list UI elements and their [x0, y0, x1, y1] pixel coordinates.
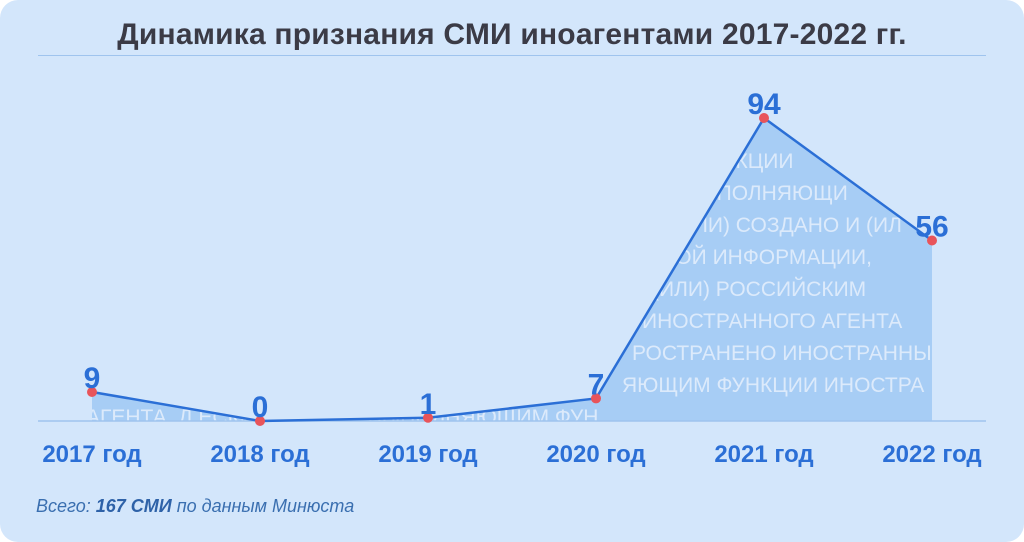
- series-line: [91, 116, 933, 423]
- watermark-line: ИНОСТРАННОГО АГЕНТА: [642, 310, 902, 333]
- watermark-line: (ИЛИ) РОССИЙСКИМ: [652, 277, 866, 301]
- x-tick-label: 2017 год: [42, 441, 141, 468]
- data-label: 56: [915, 210, 948, 243]
- watermark-line: (ИЛИ) СОЗДАНО И (ИЛ: [672, 214, 902, 237]
- footnote: Всего: 167 СМИ по данным Минюста: [36, 496, 354, 517]
- data-label: 0: [252, 391, 269, 424]
- data-label: 7: [588, 368, 605, 401]
- data-point: [591, 393, 601, 404]
- watermark-line: ВОЙ ИНФОРМАЦИИ,: [662, 245, 872, 269]
- data-label: 9: [84, 362, 101, 395]
- x-tick-label: 2018 год: [210, 441, 309, 468]
- data-label: 94: [747, 88, 781, 121]
- data-point: [423, 412, 433, 423]
- footnote-prefix: Всего:: [36, 496, 96, 516]
- data-label: 1: [420, 388, 437, 421]
- x-tick-label: 2021 год: [714, 441, 813, 468]
- x-tick-label: 2019 год: [378, 441, 477, 468]
- x-tick-labels: 2017 год 2018 год 2019 год 2020 год 2021 год…: [42, 441, 981, 468]
- watermark-line: СТ: [700, 118, 727, 141]
- data-points: [87, 113, 937, 426]
- data-labels: 9 0 1 7 94 56: [84, 88, 949, 424]
- data-point: [87, 386, 97, 397]
- footnote-total: 167 СМИ: [95, 496, 172, 516]
- footnote-suffix: по данным Минюста: [171, 496, 355, 516]
- x-tick-label: 2022 год: [882, 441, 981, 468]
- data-point: [759, 113, 769, 123]
- title-divider: [38, 55, 986, 56]
- watermark-line: РОСТРАНЕНО ИНОСТРАННЫ: [632, 342, 932, 365]
- chart-area-fill: [92, 118, 932, 421]
- watermark-line: ВЫПОЛНЯЮЩИ: [684, 182, 848, 205]
- watermark-line: ЯЮЩИМ ФУНКЦИИ ИНОСТРА: [622, 374, 924, 397]
- x-tick-label: 2020 год: [546, 441, 645, 468]
- data-point: [255, 416, 265, 426]
- watermark-line: АГЕНТА, Д ЕСКИМ ЛИЦОМ, ВЫПОЛНЯЮЩИМ ФУН: [86, 406, 598, 429]
- data-point: [927, 235, 937, 246]
- chart-title: Динамика признания СМИ иноагентами 2017-…: [117, 18, 907, 51]
